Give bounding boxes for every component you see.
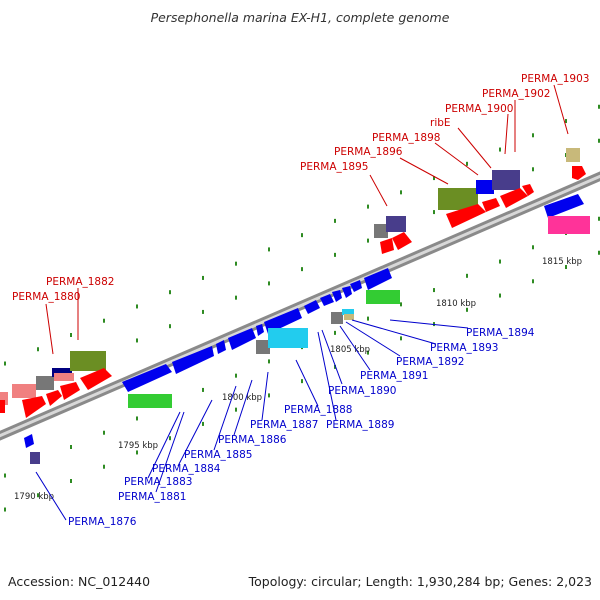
gene-feature[interactable] — [344, 314, 354, 320]
gene-feature[interactable] — [256, 340, 270, 354]
gene-feature[interactable] — [492, 170, 520, 190]
gene-labels-bottom: PERMA_1876 PERMA_1881 PERMA_1883 PERMA_1… — [68, 327, 535, 528]
gene-feature[interactable] — [54, 373, 74, 381]
gene-label-perma-1896[interactable]: PERMA_1896 — [334, 146, 403, 158]
gene-feature[interactable] — [446, 204, 486, 228]
kbp-label: 1795 kbp — [118, 441, 158, 451]
gene-label-perma-1902[interactable]: PERMA_1902 — [482, 88, 550, 100]
gene-feature[interactable] — [52, 368, 72, 377]
gene-feature[interactable] — [36, 376, 54, 390]
gene-feature[interactable] — [522, 184, 534, 196]
gene-feature[interactable] — [70, 351, 106, 371]
kbp-label: 1805 kbp — [330, 345, 370, 355]
gene-feature[interactable] — [366, 290, 400, 304]
gene-label-perma-1898[interactable]: PERMA_1898 — [372, 132, 440, 144]
gene-feature[interactable] — [548, 216, 590, 234]
gene-feature[interactable] — [46, 390, 62, 406]
gene-label-perma-1894[interactable]: PERMA_1894 — [466, 327, 535, 339]
gene-label-perma-1884[interactable]: PERMA_1884 — [152, 463, 221, 475]
gene-feature[interactable] — [482, 198, 500, 212]
gene-feature[interactable] — [320, 294, 334, 306]
gene-feature[interactable] — [380, 238, 394, 254]
gene-feature[interactable] — [364, 268, 392, 290]
gene-feature[interactable] — [476, 180, 494, 194]
gene-label-perma-1895[interactable]: PERMA_1895 — [300, 161, 368, 173]
gene-feature[interactable] — [572, 166, 586, 180]
gene-label-perma-1883[interactable]: PERMA_1883 — [124, 476, 192, 488]
gene-label-perma-1881[interactable]: PERMA_1881 — [118, 491, 186, 503]
gene-label-perma-1889[interactable]: PERMA_1889 — [326, 419, 394, 431]
gene-label-perma-1888[interactable]: PERMA_1888 — [284, 404, 352, 416]
gene-feature[interactable] — [122, 364, 172, 392]
gene-feature[interactable] — [268, 328, 308, 348]
gene-feature[interactable] — [0, 392, 8, 405]
leader-lines-bottom — [35, 319, 469, 521]
gene-label-perma-1890[interactable]: PERMA_1890 — [328, 385, 396, 397]
gene-feature[interactable] — [332, 290, 342, 302]
gene-feature[interactable] — [24, 434, 34, 448]
gene-feature[interactable] — [331, 312, 343, 324]
gene-feature[interactable] — [216, 340, 226, 354]
gene-label-perma-1892[interactable]: PERMA_1892 — [396, 356, 464, 368]
gene-feature[interactable] — [438, 188, 478, 210]
gene-feature[interactable] — [256, 324, 264, 336]
gene-label-perma-1885[interactable]: PERMA_1885 — [184, 449, 252, 461]
gene-label-perma-1882[interactable]: PERMA_1882 — [46, 276, 114, 288]
gene-feature[interactable] — [128, 394, 172, 408]
gene-label-perma-1880[interactable]: PERMA_1880 — [12, 291, 80, 303]
gene-feature[interactable] — [304, 300, 320, 314]
gene-feature[interactable] — [30, 452, 40, 464]
gene-feature[interactable] — [544, 194, 584, 218]
scale-labels: 1790 kbp 1795 kbp 1800 kbp 1805 kbp 1810… — [14, 257, 582, 502]
gene-feature[interactable] — [374, 224, 388, 238]
gene-label-perma-1891[interactable]: PERMA_1891 — [360, 370, 428, 382]
kbp-label: 1815 kbp — [542, 257, 582, 267]
gene-feature[interactable] — [60, 382, 80, 400]
genome-title: Persephonella marina EX-H1, complete gen… — [151, 10, 450, 25]
gene-label-perma-1903[interactable]: PERMA_1903 — [521, 73, 589, 85]
gene-feature[interactable] — [386, 216, 406, 232]
gene-feature[interactable] — [172, 346, 214, 374]
kbp-label: 1790 kbp — [14, 492, 54, 502]
gene-label-perma-1887[interactable]: PERMA_1887 — [250, 419, 318, 431]
gene-label-perma-1900[interactable]: PERMA_1900 — [445, 103, 513, 115]
gene-feature[interactable] — [566, 148, 580, 162]
gene-feature[interactable] — [350, 280, 362, 292]
gene-feature[interactable] — [500, 188, 528, 208]
genome-backbone — [0, 171, 600, 441]
gene-feature[interactable] — [342, 309, 354, 315]
gene-feature[interactable] — [342, 286, 352, 298]
gene-feature[interactable] — [80, 368, 112, 390]
gene-features — [0, 148, 590, 464]
gene-feature[interactable] — [22, 396, 46, 418]
gene-label-ribe[interactable]: ribE — [430, 117, 451, 129]
gene-label-perma-1876[interactable]: PERMA_1876 — [68, 516, 137, 528]
gene-label-perma-1886[interactable]: PERMA_1886 — [218, 434, 287, 446]
kbp-label: 1800 kbp — [222, 393, 262, 403]
gene-feature[interactable] — [264, 308, 302, 334]
gene-feature[interactable] — [392, 232, 412, 250]
gene-feature[interactable] — [228, 328, 256, 350]
accession-text: Accession: NC_012440 — [8, 574, 150, 589]
gene-label-perma-1893[interactable]: PERMA_1893 — [430, 342, 498, 354]
gene-labels-top: PERMA_1880 PERMA_1882 PERMA_1895 PERMA_1… — [12, 73, 589, 303]
gene-feature[interactable] — [0, 400, 5, 413]
kbp-label: 1810 kbp — [436, 299, 476, 309]
leader-lines-top — [45, 84, 569, 355]
gene-feature[interactable] — [12, 384, 36, 398]
genome-summary-text: Topology: circular; Length: 1,930,284 bp… — [248, 574, 592, 589]
